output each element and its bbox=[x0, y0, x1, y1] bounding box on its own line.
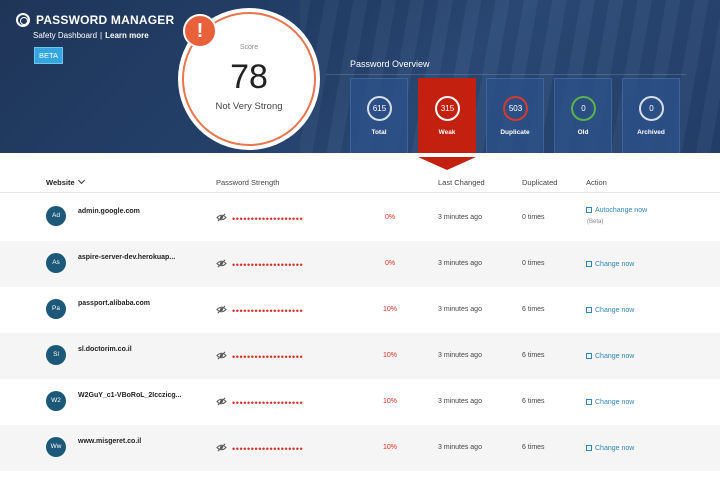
avatar: W2 bbox=[46, 391, 66, 411]
chevron-down-icon bbox=[77, 176, 85, 185]
score-value: 78 bbox=[230, 58, 268, 96]
overview-title: Password Overview bbox=[350, 59, 430, 69]
refresh-icon bbox=[586, 207, 592, 213]
archived-label: Archived bbox=[637, 129, 665, 136]
app-title: PASSWORD MANAGER bbox=[36, 13, 175, 27]
duplicate-count: 6 times bbox=[522, 352, 545, 359]
external-link-icon bbox=[586, 399, 592, 405]
avatar: Ww bbox=[46, 437, 66, 457]
table-row[interactable]: Pa passport.alibaba.com ••••••••••••••••••… bbox=[0, 287, 720, 333]
table-row[interactable]: Sl sl.doctorim.co.il ••••••••••••••••••• 10… bbox=[0, 333, 720, 379]
last-changed: 3 minutes ago bbox=[438, 306, 482, 313]
beta-badge: BETA bbox=[34, 47, 64, 64]
masked-password: ••••••••••••••••••• bbox=[232, 398, 304, 408]
website-name[interactable]: aspire-server-dev.herokuap... bbox=[78, 254, 176, 261]
weak-card-pointer bbox=[418, 157, 476, 170]
strength-percent: 0% bbox=[384, 260, 396, 267]
masked-password: ••••••••••••••••••• bbox=[232, 214, 304, 224]
subtitle: Safety Dashboard bbox=[33, 31, 98, 40]
change-now-button[interactable]: Change now bbox=[586, 398, 634, 406]
overview-card-weak[interactable]: 315 Weak bbox=[418, 78, 476, 153]
overview-card-duplicate[interactable]: 503 Duplicate bbox=[486, 78, 544, 153]
strength-percent: 10% bbox=[382, 306, 397, 313]
masked-password: ••••••••••••••••••• bbox=[232, 444, 304, 454]
brand: PASSWORD MANAGER bbox=[16, 13, 174, 27]
masked-password: ••••••••••••••••••• bbox=[232, 352, 304, 362]
table-row[interactable]: As aspire-server-dev.herokuap... •••••••••… bbox=[0, 241, 720, 287]
last-changed: 3 minutes ago bbox=[438, 444, 482, 451]
overview-divider bbox=[326, 74, 686, 75]
strength-percent: 10% bbox=[382, 398, 397, 405]
table-row[interactable]: W2 W2GuY_c1-VBoRoL_2Icczicg... •••••••••••… bbox=[0, 379, 720, 425]
external-link-icon bbox=[586, 307, 592, 313]
total-label: Total bbox=[371, 129, 387, 136]
old-label: Old bbox=[577, 129, 589, 136]
old-count: 0 bbox=[571, 96, 596, 121]
table-row[interactable]: Ad admin.google.com ••••••••••••••••••• 0% 3… bbox=[0, 194, 720, 240]
eye-slash-icon[interactable] bbox=[216, 213, 227, 222]
overview-card-total[interactable]: 615 Total bbox=[350, 78, 408, 153]
table-row[interactable]: Ww www.misgeret.co.il ••••••••••••••••••• 1… bbox=[0, 425, 720, 471]
weak-label: Weak bbox=[438, 129, 456, 136]
strength-percent: 0% bbox=[384, 214, 396, 221]
subtitle-line: Safety Dashboard | Learn more bbox=[33, 31, 149, 40]
website-name[interactable]: www.misgeret.co.il bbox=[78, 438, 142, 445]
avatar: As bbox=[46, 253, 66, 273]
last-changed: 3 minutes ago bbox=[438, 260, 482, 267]
overview-card-archived[interactable]: 0 Archived bbox=[622, 78, 680, 153]
duplicate-count: 6 times bbox=[522, 398, 545, 405]
overview-card-old[interactable]: 0 Old bbox=[554, 78, 612, 153]
change-now-button[interactable]: Change now bbox=[586, 306, 634, 314]
external-link-icon bbox=[586, 261, 592, 267]
eye-slash-icon[interactable] bbox=[216, 397, 227, 406]
strength-percent: 10% bbox=[382, 444, 397, 451]
duplicate-count: 0 times bbox=[522, 260, 545, 267]
website-name[interactable]: passport.alibaba.com bbox=[78, 300, 150, 307]
score-status: Not Very Strong bbox=[215, 101, 283, 112]
action-column-header: Action bbox=[586, 178, 607, 187]
eye-slash-icon[interactable] bbox=[216, 305, 227, 314]
duplicate-count: 0 times bbox=[522, 214, 545, 221]
last-changed: 3 minutes ago bbox=[438, 352, 482, 359]
masked-password: ••••••••••••••••••• bbox=[232, 260, 304, 270]
duplicate-count: 6 times bbox=[522, 444, 545, 451]
total-count: 615 bbox=[367, 96, 392, 121]
shield-logo-icon bbox=[16, 13, 30, 27]
change-now-button[interactable]: Change now bbox=[586, 444, 634, 452]
eye-slash-icon[interactable] bbox=[216, 351, 227, 360]
score-label: Score bbox=[239, 44, 259, 51]
masked-password: ••••••••••••••••••• bbox=[232, 306, 304, 316]
table-header: Website Password Strength Last Changed D… bbox=[0, 172, 720, 193]
eye-slash-icon[interactable] bbox=[216, 259, 227, 268]
external-link-icon bbox=[586, 445, 592, 451]
avatar: Ad bbox=[46, 206, 66, 226]
website-column-header[interactable]: Website bbox=[46, 176, 85, 187]
last-changed: 3 minutes ago bbox=[438, 214, 482, 221]
website-name[interactable]: admin.google.com bbox=[78, 208, 140, 215]
duplicate-count: 503 bbox=[503, 96, 528, 121]
dashboard-header: PASSWORD MANAGER Safety Dashboard | Learn … bbox=[0, 0, 720, 153]
strength-column-header: Password Strength bbox=[216, 178, 280, 187]
learn-more-link[interactable]: Learn more bbox=[105, 31, 149, 40]
duplicate-label: Duplicate bbox=[500, 129, 530, 136]
eye-slash-icon[interactable] bbox=[216, 443, 227, 452]
changed-column-header: Last Changed bbox=[438, 178, 485, 187]
website-name[interactable]: sl.doctorim.co.il bbox=[78, 346, 132, 353]
duplicated-column-header: Duplicated bbox=[522, 178, 558, 187]
website-name[interactable]: W2GuY_c1-VBoRoL_2Icczicg... bbox=[78, 392, 182, 399]
strength-percent: 10% bbox=[382, 352, 397, 359]
avatar: Pa bbox=[46, 299, 66, 319]
weak-count: 315 bbox=[435, 96, 460, 121]
duplicate-count: 6 times bbox=[522, 306, 545, 313]
change-now-button[interactable]: Change now bbox=[586, 352, 634, 360]
archived-count: 0 bbox=[639, 96, 664, 121]
autochange-button[interactable]: Autochange now bbox=[586, 206, 647, 214]
avatar: Sl bbox=[46, 345, 66, 365]
external-link-icon bbox=[586, 353, 592, 359]
exclamation-icon: ! bbox=[183, 14, 217, 48]
change-now-button[interactable]: Change now bbox=[586, 260, 634, 268]
last-changed: 3 minutes ago bbox=[438, 398, 482, 405]
beta-note: (Beta) bbox=[587, 219, 604, 225]
